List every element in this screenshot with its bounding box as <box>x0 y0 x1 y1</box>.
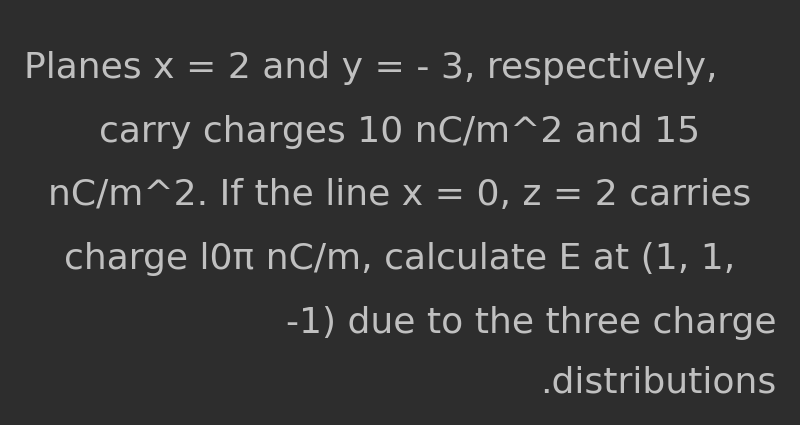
Text: -1) due to the three charge: -1) due to the three charge <box>286 306 776 340</box>
Text: carry charges 10 nC/m^2 and 15: carry charges 10 nC/m^2 and 15 <box>99 115 701 149</box>
Text: charge l0π nC/m, calculate E at (1, 1,: charge l0π nC/m, calculate E at (1, 1, <box>64 242 736 276</box>
Text: .distributions: .distributions <box>540 366 776 400</box>
Text: nC/m^2. If the line x = 0, z = 2 carries: nC/m^2. If the line x = 0, z = 2 carries <box>48 178 752 212</box>
Text: Planes x = 2 and y = - 3, respectively,: Planes x = 2 and y = - 3, respectively, <box>24 51 718 85</box>
